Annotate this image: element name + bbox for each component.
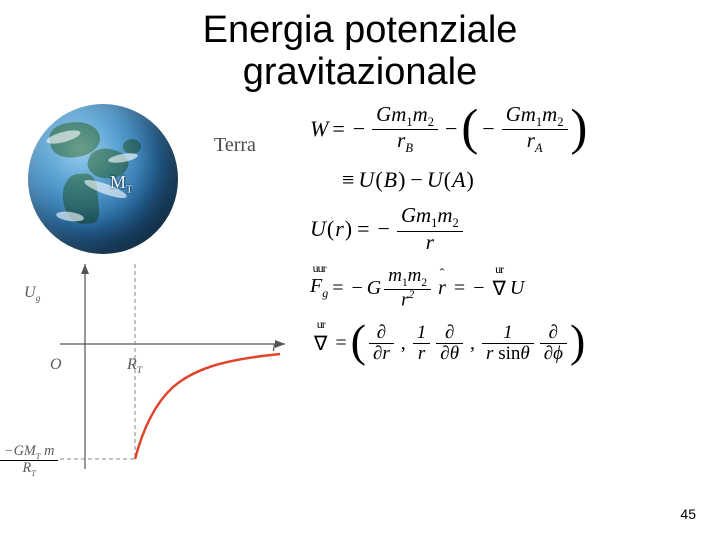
slide-number: 45 [680, 506, 696, 522]
figure-panel: MT Terra Ug O RT r [0, 104, 300, 376]
vector-F: uur Fg [310, 275, 328, 301]
y-axis-label: Ug [24, 284, 40, 304]
formulas-panel: W = − Gm1m2 rB − ( − Gm1m2 rA ) ≡ U (B) … [300, 104, 720, 376]
x-tick-rt-label: RT [127, 356, 142, 376]
potential-energy-graph [20, 264, 300, 504]
landmass [123, 139, 141, 154]
formula-force-gradient: uur Fg = − G m1m2 r2 ˆ r = − ur ∇ U [310, 266, 700, 311]
unit-vector-r: ˆ r [438, 277, 446, 300]
formula-work-deltaU: ≡ U (B) − U (A) [310, 167, 700, 193]
title-line-1: Energia potenziale [203, 9, 518, 51]
nabla-symbol: ur ∇ [488, 276, 509, 301]
formula-U-of-r: U (r) = − Gm1m2 r [310, 205, 700, 253]
title-line-2: gravitazionale [243, 51, 477, 93]
asymptote-label: −GMT m RT [0, 444, 58, 479]
nabla-symbol: ur ∇ [310, 331, 331, 356]
slide-title: Energia potenziale gravitazionale [0, 0, 720, 94]
x-axis-label: r [272, 338, 278, 356]
formula-work: W = − Gm1m2 rB − ( − Gm1m2 rA ) [310, 104, 700, 156]
earth-name-label: Terra [214, 134, 256, 157]
formula-nabla-spherical: ur ∇ = ( ∂ ∂r , 1 r ∂ ∂θ , 1 [310, 323, 700, 364]
earth-figure: MT Terra [28, 104, 178, 254]
origin-label: O [50, 356, 62, 374]
earth-mass-label: MT [110, 172, 133, 196]
content-row: MT Terra Ug O RT r [0, 104, 720, 376]
earth-globe [28, 104, 178, 254]
